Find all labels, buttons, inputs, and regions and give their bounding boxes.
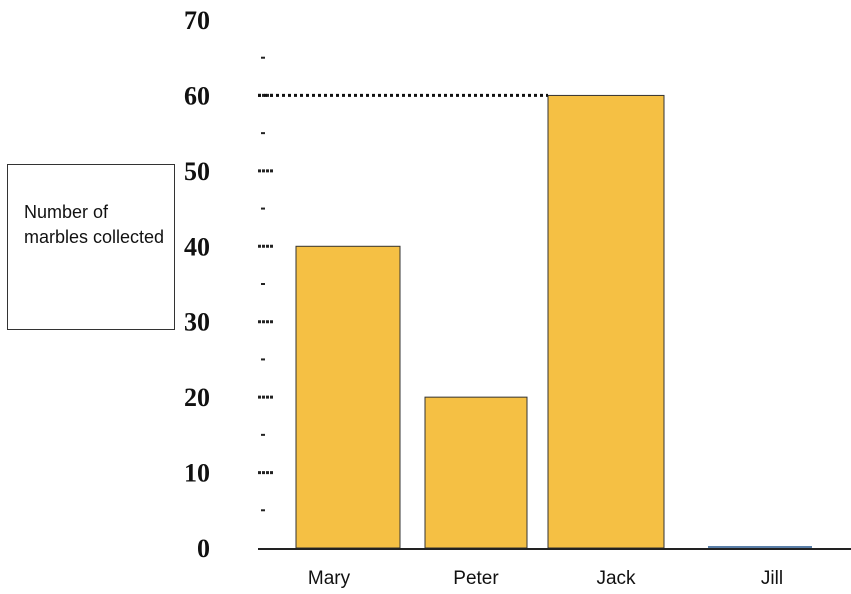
x-tick-label: Peter — [453, 568, 499, 589]
y-tick-label: 10 — [184, 459, 210, 488]
y-tick-label: 60 — [184, 81, 210, 110]
y-tick-label: 70 — [184, 6, 210, 35]
y-tick-label: 30 — [184, 308, 210, 337]
y-tick-label: 50 — [184, 157, 210, 186]
y-axis-ticks: 0 10 20 30 40 50 60 70 — [184, 6, 274, 563]
x-tick-label: Mary — [308, 568, 351, 589]
x-axis-labels: Mary Peter Jack Jill — [308, 568, 783, 589]
bar-peter — [424, 396, 528, 549]
bar-jack — [547, 94, 665, 549]
bar-mary — [295, 245, 401, 549]
bars-group — [295, 94, 812, 549]
y-axis-label: Number of marbles collected — [24, 202, 165, 247]
y-tick-label: 0 — [197, 534, 210, 563]
x-tick-label: Jill — [761, 568, 783, 589]
x-tick-label: Jack — [596, 568, 636, 589]
y-axis-label-box: Number of marbles collected — [7, 164, 175, 330]
y-tick-label: 20 — [184, 383, 210, 412]
y-tick-label: 40 — [184, 232, 210, 261]
